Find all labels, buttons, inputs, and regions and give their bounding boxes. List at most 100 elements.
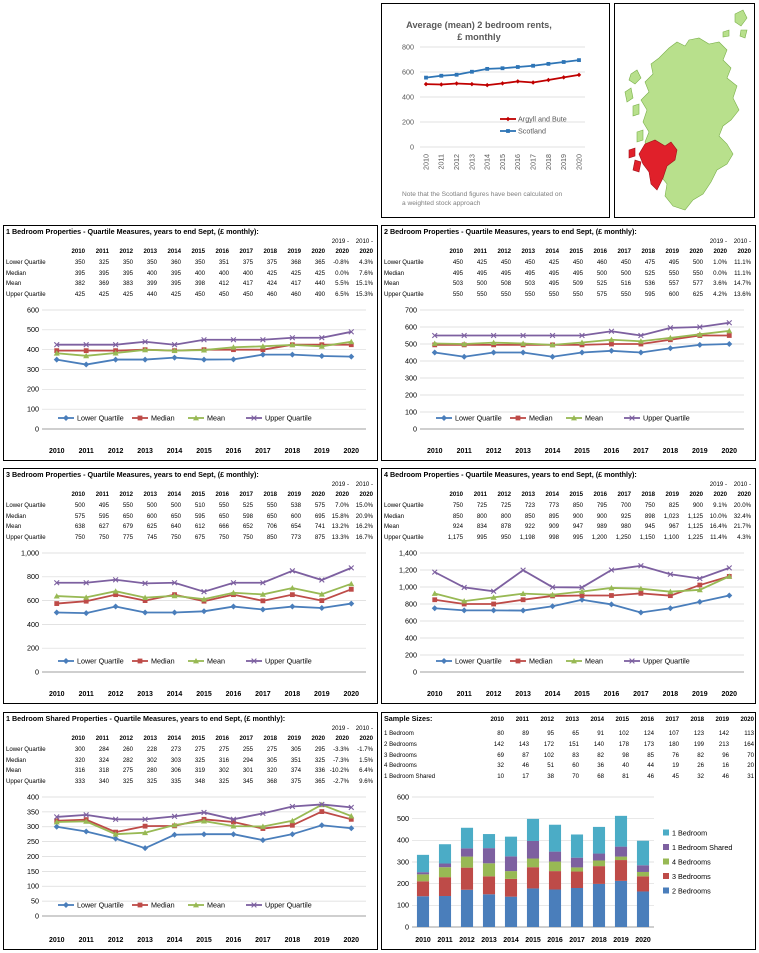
table-cell: 17 [522, 772, 529, 780]
y-tick-label: 200 [397, 879, 409, 888]
table-cell: 460 [266, 290, 277, 298]
series-line-upper [56, 330, 352, 346]
point-mean [230, 589, 237, 596]
y-tick-label: 1,000 [399, 582, 417, 591]
point-mean [520, 590, 527, 597]
x-tick-label: 2018 [591, 937, 607, 944]
point-mean [53, 350, 60, 356]
table-cell: 850 [572, 501, 583, 509]
point-median [260, 347, 266, 353]
point-upper [319, 801, 325, 808]
table-col-header: 2018 [690, 715, 704, 723]
table-cell: 550 [476, 290, 487, 298]
table-cell: 795 [596, 501, 607, 509]
y-tick-label: 200 [27, 385, 39, 394]
table-cell: 650 [266, 512, 277, 520]
table-row: 4 Bedrooms 32 46 51 60 36 40 44 19 26 16 20 [384, 760, 754, 771]
table-cell: 995 [476, 533, 487, 541]
table-cell: 360 [170, 258, 181, 266]
bar-segment [416, 881, 430, 897]
table-col-header: 2020 [740, 715, 754, 723]
table-row: Upper Quartile 750 750 775 745 750 675 750 750 85… [6, 532, 373, 543]
point-upper [579, 332, 585, 339]
y-tick-label: 0 [35, 667, 39, 676]
row-label: Lower Quartile [6, 745, 46, 753]
table-cell: 750 [74, 533, 85, 541]
y-tick-label: 0 [35, 911, 39, 920]
table-cell: 1,150 [639, 533, 655, 541]
bar-segment [614, 815, 628, 847]
table-col-header: 2020 [359, 491, 373, 499]
point-mean [289, 584, 296, 591]
table-cell: 425 [476, 258, 487, 266]
legend-label-upper: Upper Quartile [265, 657, 312, 666]
table-cell: 500 [692, 258, 703, 266]
table-cell: 675 [194, 533, 205, 541]
table-col-header: 2016 [593, 248, 607, 256]
table-cell: 351 [218, 258, 229, 266]
table-row: Lower Quartile 500 495 550 500 500 510 550 525 55… [6, 500, 373, 511]
table-col-header: 2014 [545, 491, 559, 499]
table-cell: 850 [452, 512, 463, 520]
y-tick-label: 600 [27, 596, 39, 605]
point-mean [201, 818, 207, 824]
scotland-map [614, 3, 755, 218]
y-tick-label: 500 [27, 325, 39, 334]
table-cell: 967 [668, 523, 679, 531]
table-cell: 495 [548, 280, 559, 288]
x-tick-label: 2010 [49, 937, 65, 944]
table-row: Lower Quartile 450 425 450 450 425 450 460 450 47… [384, 257, 751, 268]
table-cell: 425 [74, 290, 85, 298]
table-cell: 11.1% [734, 269, 751, 277]
table-head-change: 2010 - [733, 237, 751, 245]
table-row: Mean 382 369 383 399 395 398 412 417 424 417 440 5.5… [6, 278, 373, 289]
legend-label: 4 Bedrooms [672, 857, 711, 866]
point-mean [83, 594, 90, 600]
table-col-header: 2011 [473, 491, 487, 499]
point-median [609, 593, 614, 598]
table-cell: 9.6% [359, 777, 373, 785]
point-lower [667, 345, 674, 352]
bar-segment [636, 865, 650, 872]
point-mean [667, 334, 674, 341]
table-cell: -1.7% [357, 745, 373, 753]
table-cell: 275 [218, 745, 229, 753]
table-col-header: 2014 [590, 715, 604, 723]
point-mean [461, 598, 468, 604]
point-mean [112, 831, 119, 837]
table-cell: 395 [98, 269, 109, 277]
table-cell: 13.2% [331, 523, 349, 531]
point-median [609, 341, 614, 347]
legend-label-lower: Lower Quartile [455, 414, 502, 423]
y-tick-label: 1,200 [399, 565, 417, 574]
row-label: 1 Bedroom Shared [384, 772, 436, 780]
table-cell: 20.9% [355, 512, 373, 520]
table-cell: 365 [314, 777, 325, 785]
rent-chart-note: Note that the Scotland figures have been… [402, 191, 563, 198]
point-lower [520, 607, 527, 614]
point-argyll [423, 81, 429, 87]
point-lower [549, 603, 556, 610]
bar-segment [460, 889, 474, 927]
table-cell: 294 [242, 756, 253, 764]
legend-marker-median [137, 415, 143, 421]
x-tick-label: 2013 [137, 937, 153, 944]
point-upper [667, 325, 674, 331]
y-tick-label: 200 [27, 852, 39, 861]
legend-marker-lower [63, 415, 69, 421]
point-median [348, 586, 354, 592]
point-upper [697, 575, 703, 582]
legend-label: 2 Bedrooms [672, 886, 711, 895]
table-cell: 425 [122, 290, 133, 298]
x-tick-label: 2013 [481, 937, 497, 944]
table-cell: 350 [74, 258, 85, 266]
table-col-header: 2020 [359, 735, 373, 743]
point-upper [520, 332, 526, 339]
point-lower [53, 609, 60, 616]
bar-segment [592, 883, 606, 927]
table-cell: 16.4% [709, 523, 727, 531]
table-cell: 600 [290, 512, 301, 520]
x-tick-label: 2012 [108, 448, 124, 455]
bar-segment [548, 861, 562, 872]
quartile-line-chart: 0 200 400 600 800 1,000 1,200 1,400 2010 2011 2012… [399, 548, 744, 698]
